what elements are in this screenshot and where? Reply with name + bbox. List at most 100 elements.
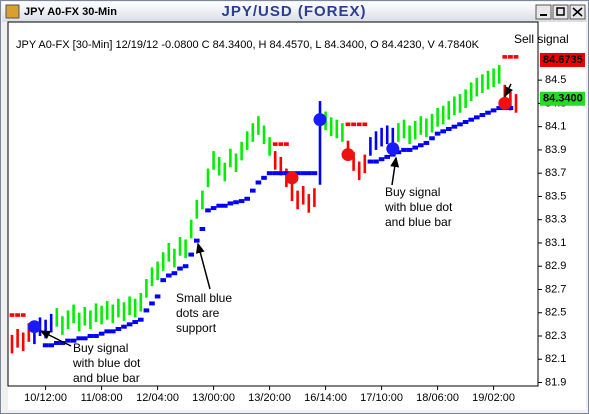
support-dot xyxy=(138,317,144,322)
resistance-dot xyxy=(356,122,362,127)
buy-signal xyxy=(27,320,41,334)
support-dot xyxy=(48,343,54,348)
buy-signal xyxy=(313,113,327,127)
resistance-dot xyxy=(351,122,356,127)
resistance-dot xyxy=(513,55,519,59)
price-flag xyxy=(540,91,585,106)
support-dot xyxy=(367,159,374,164)
price-flag xyxy=(540,52,585,67)
support-dot xyxy=(132,320,138,325)
annotation-arrow xyxy=(390,156,400,186)
support-dot xyxy=(485,110,491,115)
sell-signal xyxy=(285,171,299,185)
annotation-text: support xyxy=(176,321,217,335)
annotation-text: and blue bar xyxy=(73,371,140,385)
y-tick-label: 82.3 xyxy=(545,330,566,342)
support-dot xyxy=(216,203,222,208)
resistance-dot xyxy=(20,313,26,317)
sell-signal xyxy=(498,96,512,110)
support-dot xyxy=(250,188,256,193)
x-tick-label: 10/12:00 xyxy=(24,392,67,404)
support-dot xyxy=(468,117,474,122)
support-dot xyxy=(462,120,469,125)
support-dot xyxy=(479,113,486,118)
support-dot xyxy=(42,343,49,348)
support-dot xyxy=(126,322,133,327)
resistance-dot xyxy=(362,122,368,127)
support-dot xyxy=(412,145,418,150)
resistance-dot xyxy=(284,142,289,146)
support-dot xyxy=(373,159,379,164)
support-dot xyxy=(194,238,200,243)
x-tick-label: 12/04:00 xyxy=(136,392,179,404)
x-tick-label: 17/10:00 xyxy=(360,392,403,404)
support-dot xyxy=(300,171,306,176)
y-tick-label: 83.7 xyxy=(545,167,566,179)
support-dot xyxy=(423,140,430,145)
support-dot xyxy=(446,126,452,131)
support-dot xyxy=(401,147,407,152)
annotation-text: with blue dot xyxy=(384,200,453,214)
support-dot xyxy=(306,171,312,176)
support-dot xyxy=(266,171,273,176)
support-dot xyxy=(244,196,250,201)
annotation-text: Buy signal xyxy=(73,341,128,355)
support-dot xyxy=(378,157,385,162)
support-dot xyxy=(261,175,267,180)
support-dot xyxy=(311,171,318,176)
support-dot xyxy=(227,201,234,206)
sell-signal xyxy=(341,148,355,162)
support-dot xyxy=(384,154,390,159)
y-tick-label: 83.9 xyxy=(545,144,566,156)
support-dot xyxy=(93,333,99,338)
resistance-dot xyxy=(345,122,351,127)
support-dot xyxy=(154,294,161,299)
annotation-text: dots are xyxy=(176,306,220,320)
annotation-text: with blue dot xyxy=(72,356,141,370)
title-bar xyxy=(2,2,587,22)
support-dot xyxy=(70,338,77,343)
support-dot xyxy=(149,301,155,306)
support-dot xyxy=(143,308,150,313)
maximize-button[interactable] xyxy=(552,4,569,20)
y-tick-label: 84.5 xyxy=(545,74,566,86)
support-dot xyxy=(490,108,497,113)
support-dot xyxy=(233,200,239,205)
y-tick-label: 82.9 xyxy=(545,260,566,272)
window-icon[interactable] xyxy=(5,4,20,19)
support-dot xyxy=(76,336,82,341)
chart-title: JPY/USD (FOREX) xyxy=(221,3,366,20)
price-flag-label: 84.3400 xyxy=(543,93,583,105)
support-dot xyxy=(54,340,60,345)
support-dot xyxy=(166,273,172,278)
y-tick-label: 81.9 xyxy=(545,376,566,388)
support-dot xyxy=(59,340,66,345)
support-dot xyxy=(110,329,116,334)
resistance-dot xyxy=(272,142,278,146)
minimize-button[interactable] xyxy=(535,4,552,20)
support-dot xyxy=(199,227,206,232)
y-tick-label: 82.1 xyxy=(545,353,566,365)
support-dot xyxy=(406,147,413,152)
x-tick-label: 16/14:00 xyxy=(304,392,347,404)
support-dot xyxy=(171,271,178,276)
support-dot xyxy=(294,171,301,176)
annotation-text: Sell signal xyxy=(514,32,569,46)
annotation-text: Small blue xyxy=(176,291,232,305)
support-dot xyxy=(160,278,166,283)
support-dot xyxy=(98,331,105,336)
annotation-text: Buy signal xyxy=(385,185,440,199)
support-dot xyxy=(395,150,402,155)
annotation-arrow xyxy=(195,242,211,290)
x-tick-label: 11/08:00 xyxy=(81,392,123,404)
support-dot xyxy=(272,171,278,176)
support-dot xyxy=(507,106,514,111)
plot-area xyxy=(7,21,539,387)
x-tick-label: 13/20:00 xyxy=(248,392,291,404)
resistance-dot xyxy=(508,55,513,59)
support-dot xyxy=(82,336,88,341)
support-dot xyxy=(457,122,463,127)
resistance-dot xyxy=(502,55,508,59)
close-icon xyxy=(572,7,583,17)
